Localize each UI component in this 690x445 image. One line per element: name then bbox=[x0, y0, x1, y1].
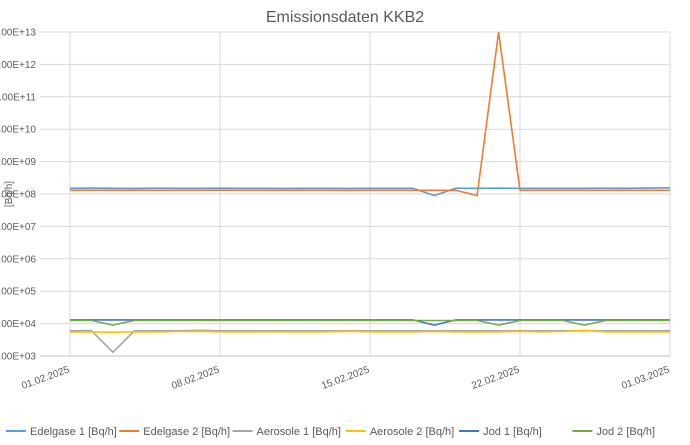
y-tick-label: 1.00E+08 bbox=[0, 190, 36, 201]
x-tick-label: 08.02.2025 bbox=[170, 364, 221, 392]
y-tick-label: 1.00E+12 bbox=[0, 60, 36, 71]
legend-label: Jod 2 [Bq/h] bbox=[596, 426, 655, 438]
legend-label: Aerosole 2 [Bq/h] bbox=[370, 426, 454, 438]
x-tick-label: 22.02.2025 bbox=[470, 364, 521, 392]
y-tick-label: 1.00E+07 bbox=[0, 222, 36, 233]
x-tick-label: 01.02.2025 bbox=[20, 364, 71, 392]
legend-label: Aerosole 1 [Bq/h] bbox=[257, 426, 341, 438]
legend-label: Edelgase 2 [Bq/h] bbox=[143, 426, 230, 438]
y-tick-label: 1.00E+13 bbox=[0, 28, 36, 39]
legend-label: Edelgase 1 [Bq/h] bbox=[30, 426, 117, 438]
y-tick-label: 1.00E+04 bbox=[0, 319, 36, 330]
x-tick-label: 01.03.2025 bbox=[620, 364, 671, 392]
y-tick-label: 1.00E+09 bbox=[0, 157, 36, 168]
series-line bbox=[69, 329, 671, 334]
y-tick-label: 1.00E+06 bbox=[0, 254, 36, 265]
y-tick-label: 1.00E+11 bbox=[0, 92, 36, 103]
series-line bbox=[69, 187, 671, 197]
y-tick-label: 1.00E+03 bbox=[0, 352, 36, 363]
series-line bbox=[69, 31, 670, 197]
x-tick-label: 15.02.2025 bbox=[320, 364, 371, 392]
y-axis-label: [Bq/h] bbox=[4, 181, 15, 207]
series-line bbox=[70, 319, 670, 326]
y-tick-label: 1.00E+05 bbox=[0, 287, 36, 298]
legend-label: Jod 1 [Bq/h] bbox=[483, 426, 542, 438]
chart-title: Emissionsdaten KKB2 bbox=[266, 9, 424, 26]
y-tick-label: 1.00E+10 bbox=[0, 125, 36, 136]
